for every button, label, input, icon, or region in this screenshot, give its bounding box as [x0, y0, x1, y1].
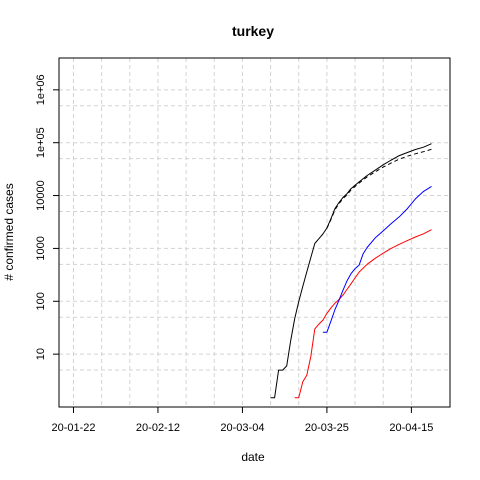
y-tick-label: 1e+06: [35, 74, 47, 105]
x-tick-label: 20-01-22: [51, 422, 95, 434]
series-line: [294, 229, 432, 399]
series-line: [322, 185, 432, 333]
x-axis-label: date: [241, 450, 265, 464]
series-group: [270, 143, 432, 399]
x-tick-label: 20-02-12: [136, 422, 180, 434]
axes: 20-01-22 20-02-12 20-03-04 20-03-25 20-04-15…: [35, 74, 433, 434]
y-tick-label: 1e+05: [35, 127, 47, 158]
y-tick-label: 10: [35, 348, 47, 360]
y-axis-label: # confirmed cases: [2, 183, 16, 280]
x-tick-label: 20-04-15: [389, 422, 433, 434]
grid: [59, 58, 450, 408]
y-tick-label: 100: [35, 292, 47, 310]
series-line: [326, 148, 432, 229]
chart-title: turkey: [232, 23, 274, 39]
y-tick-label: 1000: [35, 236, 47, 260]
y-tick-label: 10000: [35, 180, 47, 211]
x-tick-label: 20-03-04: [220, 422, 264, 434]
x-tick-label: 20-03-25: [305, 422, 349, 434]
